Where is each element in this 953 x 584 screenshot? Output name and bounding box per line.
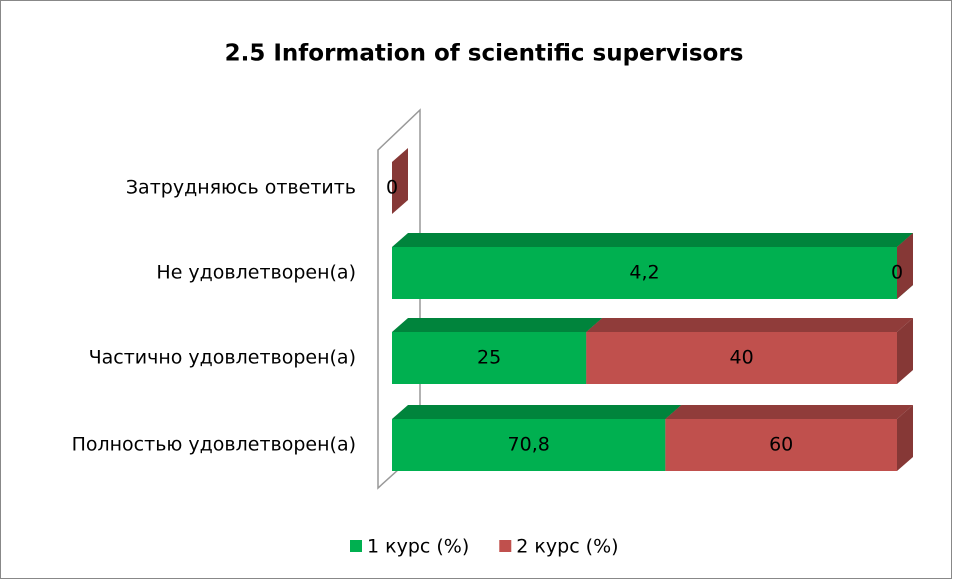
legend-label: 2 курс (%)	[516, 536, 618, 558]
data-label: 70,8	[508, 434, 550, 456]
bar	[897, 233, 913, 299]
legend-swatch	[350, 540, 362, 552]
bar-top	[665, 405, 913, 419]
bar-front	[665, 419, 897, 471]
bar-front	[392, 419, 666, 471]
bar-top	[392, 405, 682, 419]
bar-side	[897, 318, 913, 384]
bar-top	[392, 318, 603, 332]
bar	[392, 405, 682, 471]
y-tick-label: Не удовлетворен(а)	[156, 262, 356, 284]
bar	[665, 405, 913, 471]
data-label: 0	[386, 177, 398, 199]
data-label: 0	[891, 262, 903, 284]
bar	[392, 148, 408, 214]
data-label: 40	[730, 347, 754, 369]
bar	[392, 318, 603, 384]
legend-swatch	[499, 540, 512, 552]
bar-front	[392, 247, 897, 299]
bar-front	[586, 332, 897, 384]
y-tick-label: Полностью удовлетворен(а)	[72, 434, 356, 456]
chart-title: 2.5 Information of scientific supervisor…	[225, 41, 744, 67]
bar-front	[392, 332, 587, 384]
legend-label: 1 курс (%)	[367, 536, 469, 558]
bar	[586, 318, 913, 384]
data-label: 4,2	[629, 262, 659, 284]
bar-top	[586, 318, 913, 332]
bar-side	[897, 405, 913, 471]
data-label: 60	[769, 434, 793, 456]
y-tick-label: Частично удовлетворен(а)	[89, 347, 356, 369]
data-label: 25	[477, 347, 501, 369]
bar-side	[897, 233, 913, 299]
bar-side	[392, 148, 408, 214]
y-tick-label: Затрудняюсь ответить	[126, 177, 356, 199]
bar-top	[392, 233, 913, 247]
